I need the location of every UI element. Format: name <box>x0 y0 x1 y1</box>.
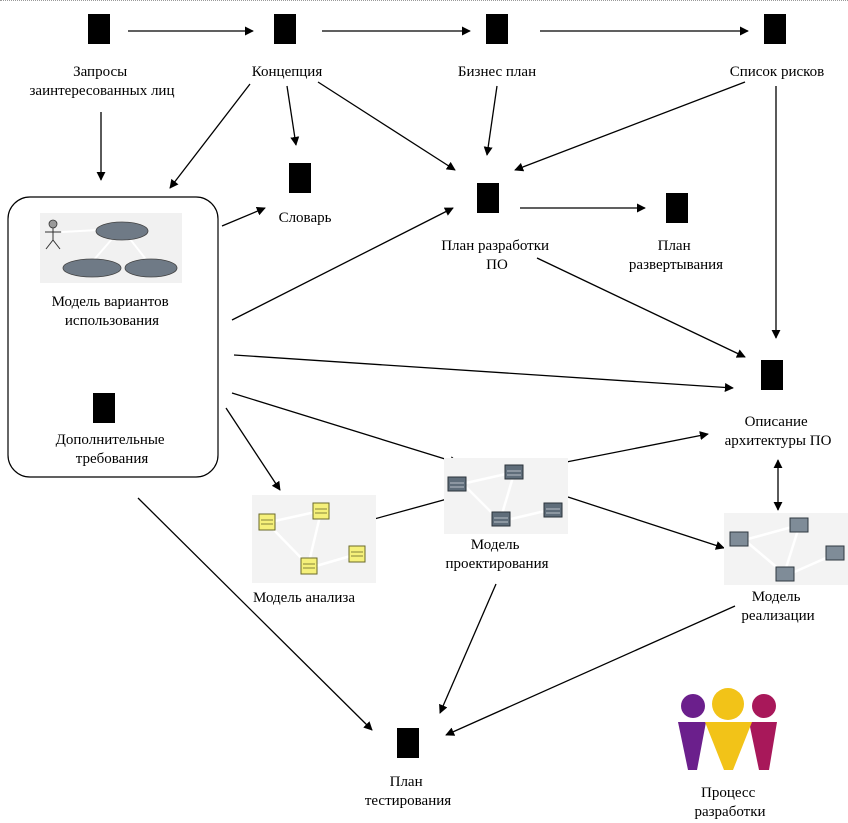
implementation-components-icon[interactable] <box>724 513 848 585</box>
document-icon[interactable] <box>477 183 499 213</box>
labels: Запросы заинтересованных лиц Концепция Б… <box>29 64 831 820</box>
arrow-use-case-to-glossary <box>221 206 266 227</box>
arrow-use-case-to-architecture <box>233 354 734 392</box>
arrow-use-case-to-design-model <box>231 392 459 465</box>
label-use-case-model: Модель вариантов использования <box>52 294 173 329</box>
document-icon[interactable] <box>88 14 110 44</box>
label-deployment-plan: План развертывания <box>629 238 723 273</box>
arrow-supplementary-to-test-plan <box>137 497 373 731</box>
label-vision: Концепция <box>252 64 323 80</box>
label-implementation-model: Модель реализации <box>741 589 814 624</box>
document-icon[interactable] <box>274 14 296 44</box>
document-icon[interactable] <box>486 14 508 44</box>
label-stakeholder-requests: Запросы заинтересованных лиц <box>29 64 174 99</box>
document-icon[interactable] <box>289 163 311 193</box>
label-test-plan: План тестирования <box>365 774 451 809</box>
arrow-design-to-test-plan <box>439 583 497 714</box>
arrow-implementation-to-test-plan <box>445 605 736 736</box>
design-classes-icon[interactable] <box>444 458 568 534</box>
top-border <box>0 0 848 1</box>
arrow-dev-plan-to-architecture <box>536 257 746 358</box>
document-icon[interactable] <box>666 193 688 223</box>
arrow-design-to-implementation <box>567 496 725 550</box>
arrow-use-case-to-dev-plan <box>231 207 454 321</box>
arrow-vision-to-glossary <box>286 85 300 146</box>
use-case-diagram-icon[interactable] <box>40 213 182 283</box>
label-architecture-description: Описание архитектуры ПО <box>725 414 832 449</box>
document-icon[interactable] <box>397 728 419 758</box>
label-analysis-model: Модель анализа <box>253 590 355 606</box>
label-business-plan: Бизнес план <box>458 64 536 80</box>
label-development-process: Процесс разработки <box>694 785 765 820</box>
label-risk-list: Список рисков <box>730 64 825 80</box>
arrow-risks-to-dev-plan <box>514 81 746 172</box>
document-icon[interactable] <box>764 14 786 44</box>
label-development-plan: План разработки ПО <box>441 238 553 273</box>
arrow-use-case-to-analysis-model <box>225 407 281 491</box>
label-design-model: Модель проектирования <box>445 537 548 572</box>
arrow-business-plan-to-dev-plan <box>483 85 498 156</box>
arrow-vision-to-dev-plan <box>317 81 456 171</box>
document-icon[interactable] <box>761 360 783 390</box>
connectors <box>96 26 783 736</box>
label-glossary: Словарь <box>279 210 332 226</box>
arrow-vision-to-use-case-model <box>169 83 251 189</box>
requirements-group <box>7 196 219 478</box>
process-people-logo[interactable] <box>678 688 777 770</box>
analysis-classes-icon[interactable] <box>252 495 376 583</box>
label-supplementary-requirements: Дополнительные требования <box>56 432 169 467</box>
document-icon[interactable] <box>93 393 115 423</box>
